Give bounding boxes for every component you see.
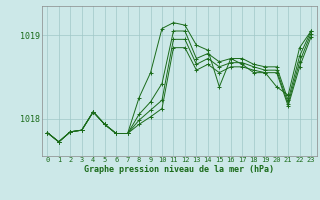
X-axis label: Graphe pression niveau de la mer (hPa): Graphe pression niveau de la mer (hPa)	[84, 165, 274, 174]
